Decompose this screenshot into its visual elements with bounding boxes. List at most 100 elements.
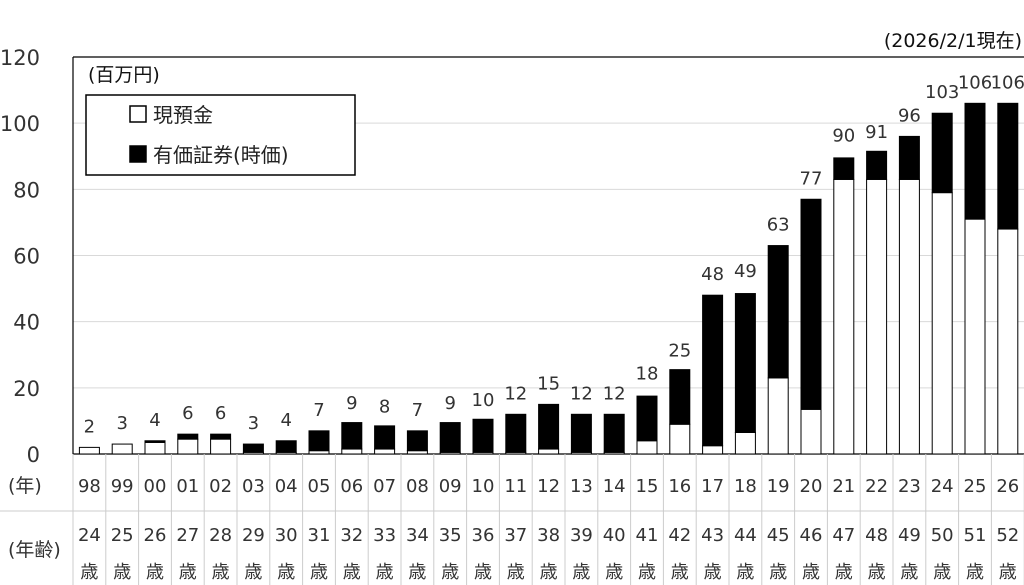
bar-total-label: 2 (84, 416, 95, 437)
bar-segment-cash (78, 446, 100, 455)
x-tick-label-age: 28 (209, 525, 232, 546)
bar-segment-cash (964, 218, 986, 455)
bar-segment-cash (669, 423, 691, 455)
x-tick-label-year: 03 (242, 476, 265, 497)
x-tick-label-age-suffix: 歳 (376, 562, 394, 583)
bar-total-label: 103 (925, 82, 959, 103)
y-tick-label: 120 (0, 46, 40, 70)
x-tick-label-year: 09 (439, 476, 462, 497)
bar-segment-securities (505, 413, 527, 453)
x-tick-label-year: 06 (340, 476, 363, 497)
bar-segment-cash (702, 445, 724, 455)
x-tick-label-age: 43 (701, 525, 724, 546)
x-tick-label-year: 22 (865, 476, 888, 497)
age-row-label: (年齢) (8, 539, 61, 561)
bar-total-label: 96 (898, 105, 921, 126)
bar-total-label: 106 (991, 72, 1024, 93)
bar-segment-securities (570, 413, 592, 453)
x-tick-label-age: 49 (898, 525, 921, 546)
x-tick-label-age-suffix: 歳 (638, 562, 656, 583)
bar-segment-securities (406, 430, 428, 452)
bar-total-label: 9 (346, 393, 357, 414)
bar-segment-securities (898, 135, 920, 180)
bar-total-label: 12 (570, 383, 593, 404)
bar-segment-securities (538, 403, 560, 450)
x-tick-label-age: 46 (800, 525, 823, 546)
x-tick-label-year: 17 (701, 476, 724, 497)
bar-segment-cash (833, 178, 855, 455)
x-tick-label-year: 12 (537, 476, 560, 497)
x-tick-label-age-suffix: 歳 (113, 562, 131, 583)
bar-segment-securities (144, 440, 166, 443)
bar-segment-cash (111, 443, 133, 455)
legend: 現預金 有価証券(時価) (85, 94, 356, 176)
bar-segment-securities (242, 443, 264, 453)
bar-segment-securities (931, 112, 953, 194)
bar-segment-securities (702, 294, 724, 447)
bar-segment-securities (964, 102, 986, 220)
x-tick-label-age: 32 (340, 525, 363, 546)
x-tick-label-year: 18 (734, 476, 757, 497)
y-tick-label: 0 (27, 443, 40, 467)
bar-segment-securities (734, 293, 756, 433)
bar-total-label: 4 (280, 410, 291, 431)
bar-segment-securities (866, 150, 888, 180)
x-tick-label-age-suffix: 歳 (769, 562, 787, 583)
x-tick-label-age-suffix: 歳 (966, 562, 984, 583)
x-tick-label-year: 11 (504, 476, 527, 497)
x-tick-label-age-suffix: 歳 (835, 562, 853, 583)
y-tick-label: 20 (13, 377, 40, 401)
x-tick-label-year: 15 (636, 476, 659, 497)
x-tick-label-age: 44 (734, 525, 757, 546)
bar-total-label: 12 (603, 383, 626, 404)
x-tick-label-age: 41 (636, 525, 659, 546)
bar-segment-cash (177, 438, 199, 455)
x-tick-label-year: 23 (898, 476, 921, 497)
x-tick-label-age: 25 (111, 525, 134, 546)
x-tick-label-year: 05 (308, 476, 331, 497)
bar-segment-cash (734, 431, 756, 455)
x-tick-label-age: 36 (472, 525, 495, 546)
x-tick-label-year: 14 (603, 476, 626, 497)
legend-label-securities: 有価証券(時価) (153, 143, 289, 167)
x-tick-label-age-suffix: 歳 (277, 562, 295, 583)
x-tick-label-age: 27 (176, 525, 199, 546)
y-tick-label: 100 (0, 112, 40, 136)
bar-segment-cash (997, 228, 1019, 455)
legend-label-cash: 現預金 (153, 103, 213, 127)
bar-segment-securities (636, 395, 658, 442)
x-tick-label-year: 02 (209, 476, 232, 497)
bar-total-label: 106 (958, 72, 992, 93)
x-tick-label-age-suffix: 歳 (540, 562, 558, 583)
x-tick-label-year: 99 (111, 476, 134, 497)
x-tick-label-year: 25 (964, 476, 987, 497)
bar-segment-securities (308, 430, 330, 452)
x-tick-label-age-suffix: 歳 (572, 562, 590, 583)
x-tick-label-age: 51 (964, 525, 987, 546)
bar-segment-cash (866, 178, 888, 455)
x-tick-label-year: 20 (800, 476, 823, 497)
x-tick-label-age: 30 (275, 525, 298, 546)
x-tick-label-age-suffix: 歳 (212, 562, 230, 583)
x-tick-label-age-suffix: 歳 (244, 562, 262, 583)
x-tick-label-year: 10 (472, 476, 495, 497)
x-tick-label-age: 52 (996, 525, 1019, 546)
bar-total-label: 25 (668, 340, 691, 361)
bar-segment-cash (341, 448, 363, 455)
bar-total-label: 3 (116, 413, 127, 434)
x-tick-label-age-suffix: 歳 (310, 562, 328, 583)
y-tick-label: 60 (13, 245, 40, 269)
y-axis-tick-labels: 0 20 40 60 80 100 120 (0, 46, 40, 467)
x-tick-label-year: 00 (144, 476, 167, 497)
x-tick-label-age-suffix: 歳 (999, 562, 1017, 583)
x-tick-label-age-suffix: 歳 (441, 562, 459, 583)
x-tick-label-year: 07 (373, 476, 396, 497)
bar-total-label: 4 (149, 410, 160, 431)
x-tick-label-age: 48 (865, 525, 888, 546)
bar-segment-securities (275, 440, 297, 453)
x-tick-label-age: 37 (504, 525, 527, 546)
bar-total-label: 9 (444, 393, 455, 414)
x-tick-label-year: 26 (996, 476, 1019, 497)
bar-total-label: 15 (537, 373, 560, 394)
